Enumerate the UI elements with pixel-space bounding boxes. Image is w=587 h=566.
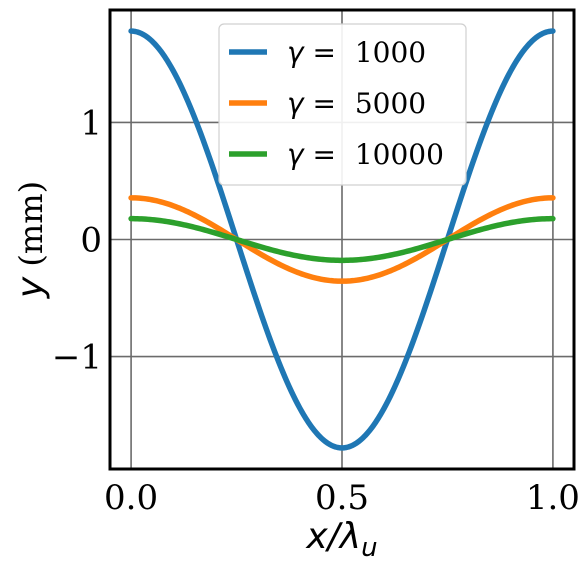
series-line-1000 <box>128 28 556 451</box>
legend-label-prefix: γ = <box>287 87 345 120</box>
legend-label-value: 5000 <box>355 87 426 120</box>
legend-label: γ = 1000 <box>287 36 426 69</box>
y-axis-label: y (mm) <box>10 181 51 299</box>
x-tick-label: 0.5 <box>315 478 369 518</box>
legend-label-prefix: γ = <box>287 36 345 69</box>
legend-label-value: 1000 <box>355 36 426 69</box>
series-line-5000 <box>128 195 556 284</box>
x-axis-label-sub: u <box>361 533 377 563</box>
x-axis-label-main: x/λ <box>305 516 361 557</box>
legend-label: γ = 5000 <box>287 87 426 120</box>
x-tick-label: 0.0 <box>104 478 158 518</box>
x-axis-label: x/λu <box>305 516 377 563</box>
legend-label-prefix: γ = <box>287 138 345 171</box>
x-tick-label: 1.0 <box>526 478 580 518</box>
series-lines <box>128 28 556 451</box>
tick-labels: 0.0 0.5 1.0 −1 0 1 <box>52 103 580 518</box>
plot-frame <box>108 8 576 471</box>
y-tick-label: 0 <box>80 221 102 261</box>
series-line-10000 <box>128 215 556 264</box>
legend-label: γ = 10000 <box>287 138 444 171</box>
y-tick-label: −1 <box>52 338 102 378</box>
y-axis-label-unit: (mm) <box>12 181 50 277</box>
legend-box <box>218 23 467 186</box>
y-axis-label-var: y <box>10 276 51 299</box>
legend-label-value: 10000 <box>355 138 444 171</box>
y-tick-label: 1 <box>80 103 102 143</box>
